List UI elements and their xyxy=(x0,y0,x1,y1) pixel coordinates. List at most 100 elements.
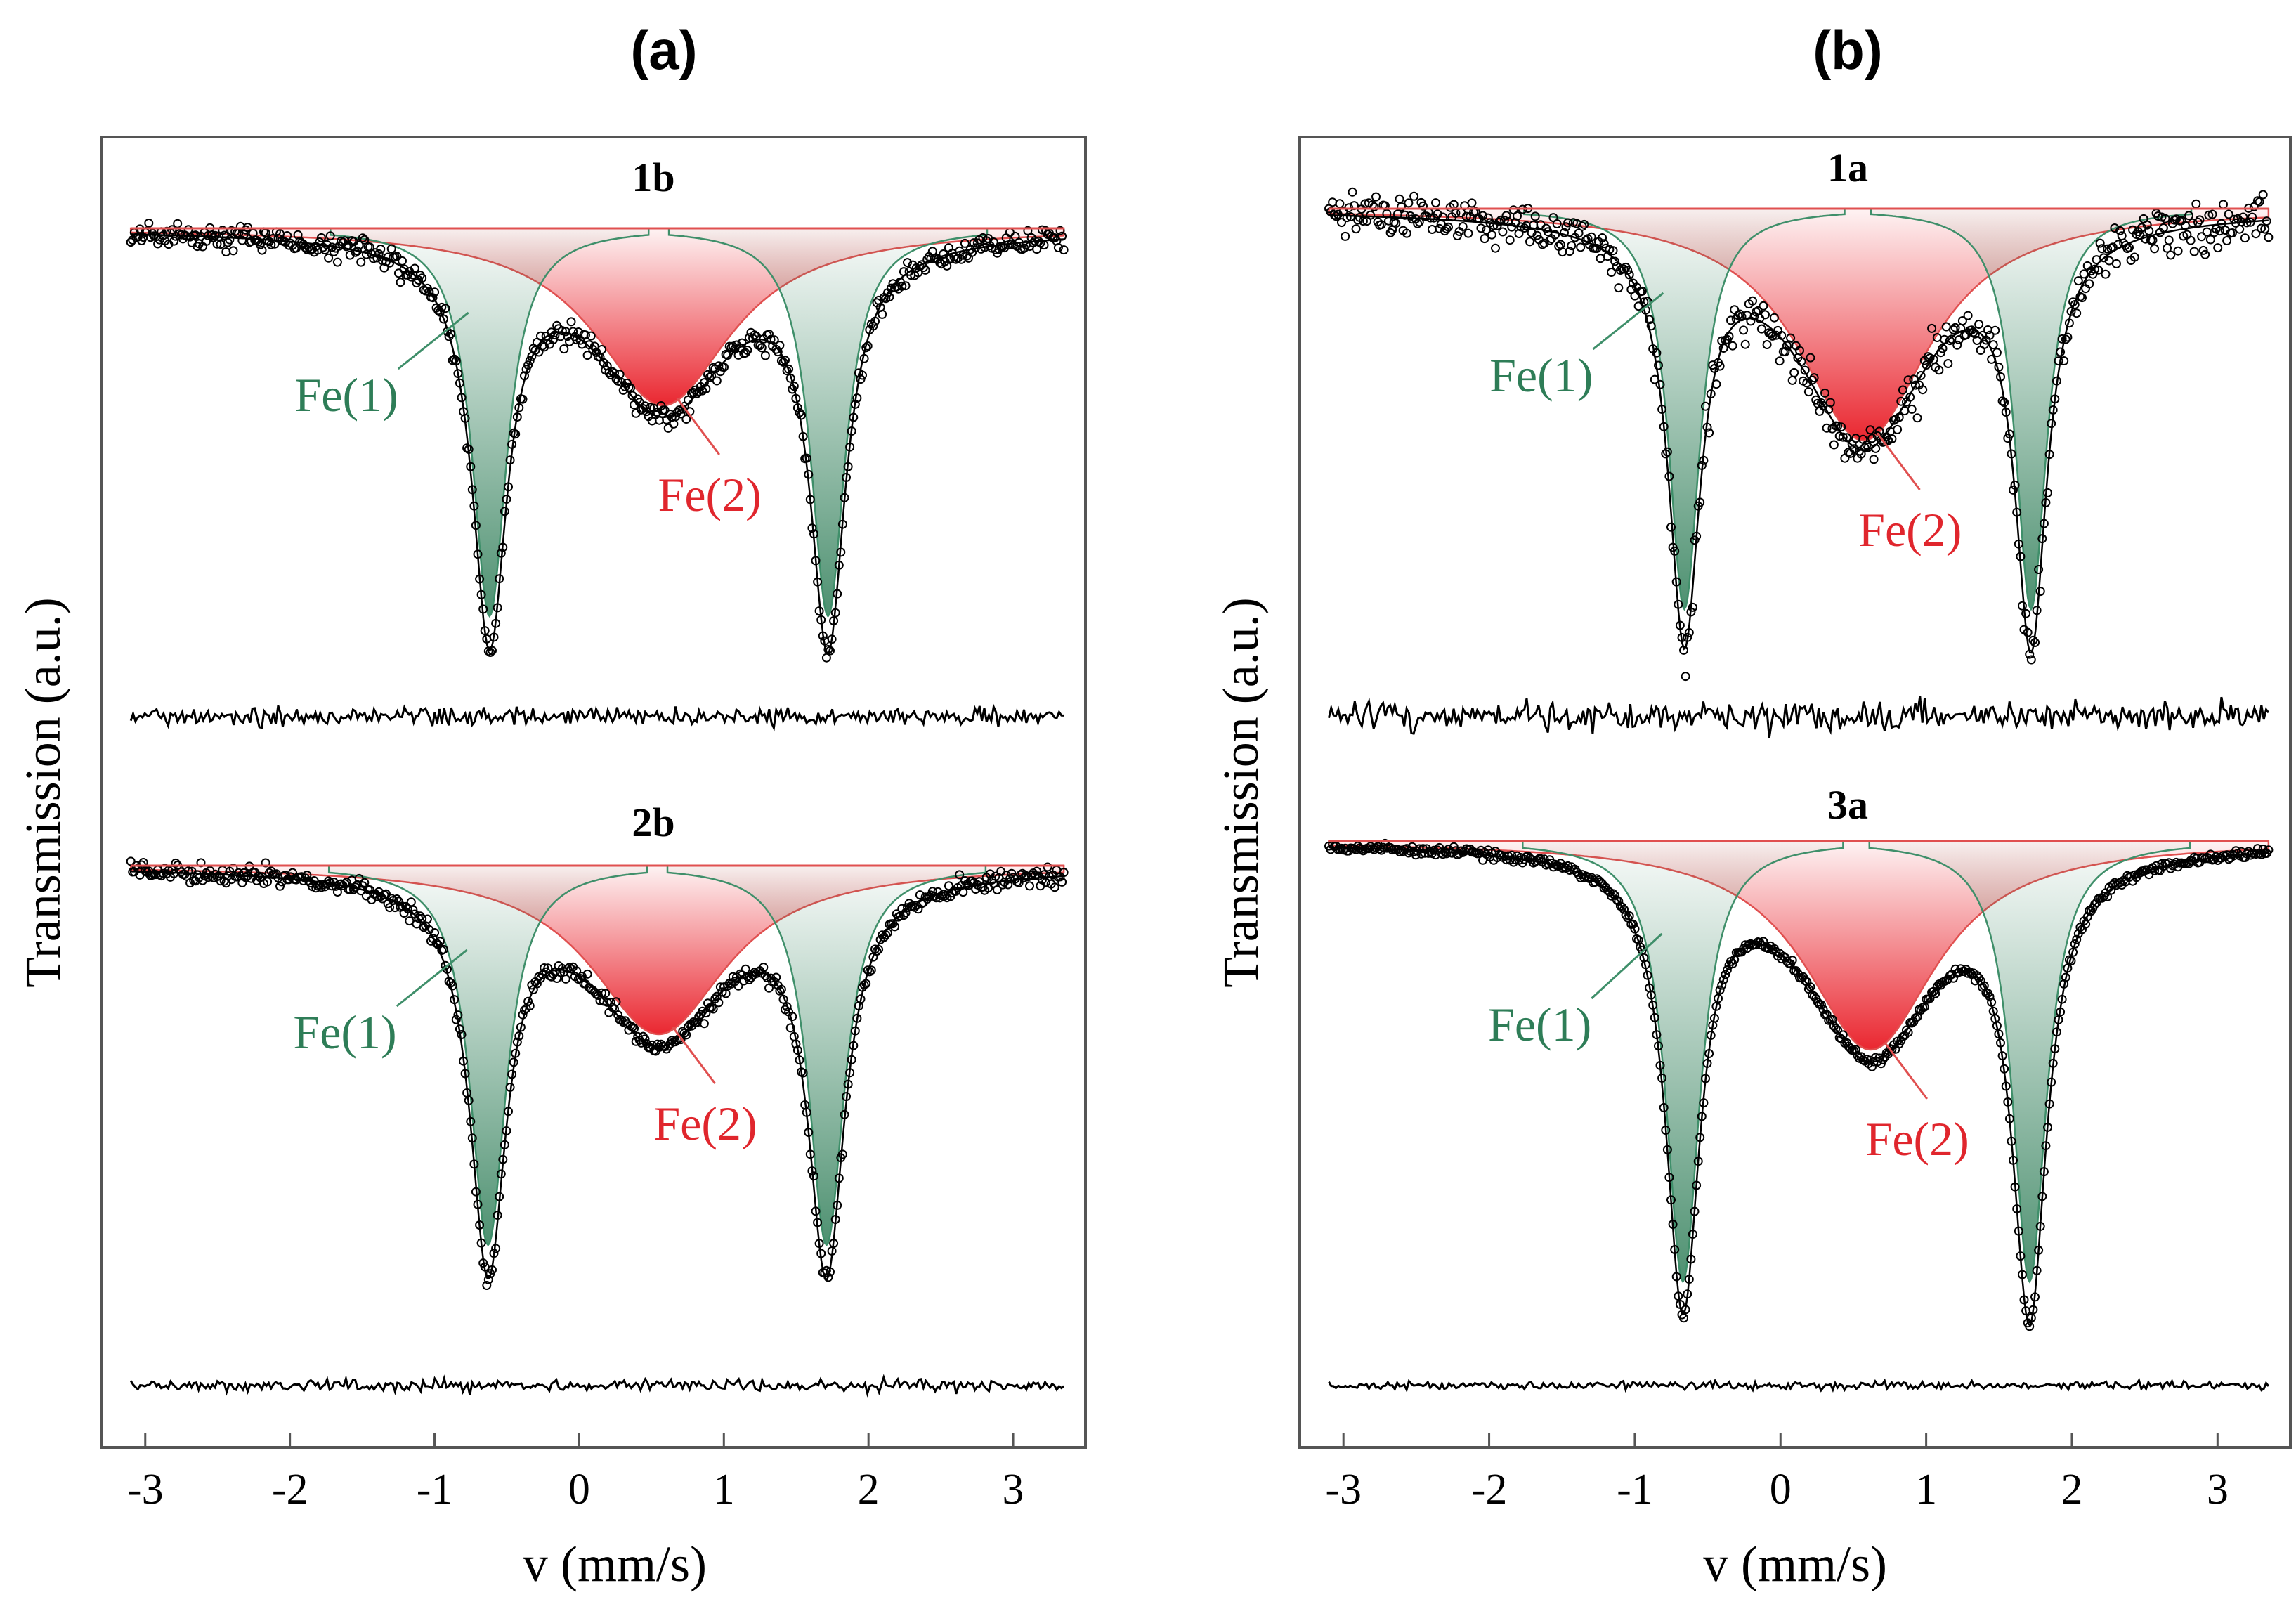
data-point xyxy=(225,235,235,245)
data-point xyxy=(1952,340,1962,350)
data-point xyxy=(438,314,448,324)
data-point xyxy=(1893,424,1903,434)
data-point xyxy=(1789,367,1799,377)
data-point xyxy=(733,981,743,991)
data-point xyxy=(1402,228,1411,238)
panel-b-ylabel: Transmission (a.u.) xyxy=(1213,597,1269,987)
data-point xyxy=(1426,213,1435,223)
data-point xyxy=(2101,269,2111,279)
data-point xyxy=(866,965,876,975)
data-point xyxy=(549,335,558,344)
fe2-leader xyxy=(676,398,721,455)
data-point xyxy=(1806,353,1815,363)
data-point xyxy=(1023,226,1033,235)
data-point xyxy=(2021,608,2031,618)
data-point xyxy=(1032,866,1042,876)
data-point xyxy=(2097,244,2107,254)
data-point xyxy=(937,891,946,901)
data-point xyxy=(785,1023,795,1033)
data-point xyxy=(878,309,887,319)
data-point xyxy=(1865,425,1875,435)
x-tick-label: -3 xyxy=(1325,1466,1362,1513)
fe1-label: Fe(1) xyxy=(1489,348,1593,402)
data-point xyxy=(2110,223,2120,233)
data-point xyxy=(692,389,702,398)
data-point xyxy=(2103,244,2113,254)
data-point xyxy=(897,281,907,291)
data-point xyxy=(2063,332,2073,342)
data-point xyxy=(2222,236,2232,245)
data-point xyxy=(2251,229,2261,239)
data-point xyxy=(1803,387,1813,397)
data-point xyxy=(1480,234,1489,244)
data-point xyxy=(2260,224,2270,234)
data-point xyxy=(1822,423,1832,433)
panel-a-frame xyxy=(100,136,1087,1449)
data-point xyxy=(1563,218,1573,228)
data-point xyxy=(1418,844,1428,854)
data-point xyxy=(1726,315,1735,325)
data-point xyxy=(858,370,867,380)
data-point xyxy=(398,256,407,266)
fe2-leader xyxy=(1884,1042,1929,1100)
data-point xyxy=(821,653,831,663)
fe2-label: Fe(2) xyxy=(1858,503,1962,556)
data-point xyxy=(412,919,422,929)
data-point xyxy=(566,317,576,327)
data-point xyxy=(935,258,945,268)
data-point xyxy=(183,866,193,876)
data-point xyxy=(1652,348,1662,358)
residual xyxy=(1328,696,2270,738)
data-point xyxy=(2235,224,2245,234)
data-points xyxy=(1324,838,2274,1331)
data-point xyxy=(1050,882,1059,892)
data-point xyxy=(2160,214,2170,223)
data-point xyxy=(672,1036,682,1045)
data-point xyxy=(2025,1322,2035,1331)
data-point xyxy=(611,997,621,1007)
data-point xyxy=(557,326,567,336)
fe2-subspectrum xyxy=(129,864,1065,1036)
panel-b-x-axis: -3 -2 -1 0 1 2 3 xyxy=(1325,1433,2229,1513)
data-point xyxy=(2117,231,2127,241)
spectrum-2b: Fe(1) Fe(2) xyxy=(126,856,1069,1398)
data-point xyxy=(1740,339,1750,349)
data-point xyxy=(126,237,136,247)
data-point xyxy=(2057,334,2067,344)
data-point xyxy=(708,363,718,372)
data-point xyxy=(448,981,457,991)
data-point xyxy=(797,410,807,420)
data-point xyxy=(610,368,619,378)
data-point xyxy=(1579,219,1589,229)
data-point xyxy=(2207,209,2217,219)
data-point xyxy=(1351,224,1361,234)
data-point xyxy=(1688,602,1697,612)
data-point xyxy=(1829,440,1839,450)
data-point xyxy=(345,250,355,260)
data-point xyxy=(2043,488,2052,497)
data-point xyxy=(1771,330,1781,340)
spectrum-1a: Fe(1) Fe(2) xyxy=(1324,187,2274,738)
data-point xyxy=(1055,226,1065,235)
data-point xyxy=(228,246,238,256)
fe1-leader xyxy=(397,311,469,370)
data-point xyxy=(1400,210,1410,220)
data-point xyxy=(2034,565,2044,574)
data-point xyxy=(1491,243,1500,253)
spectrum-title-1b: 1b xyxy=(632,155,674,200)
data-point xyxy=(1887,434,1897,443)
data-point xyxy=(2200,249,2210,259)
data-point xyxy=(903,258,912,268)
data-point xyxy=(216,876,226,886)
data-point xyxy=(190,230,200,240)
data-point xyxy=(1525,237,1534,247)
data-point xyxy=(360,235,370,245)
data-point xyxy=(646,403,655,412)
data-point xyxy=(173,219,183,228)
data-point xyxy=(759,963,769,972)
data-point xyxy=(1898,385,1907,395)
data-point xyxy=(1990,325,2000,335)
data-point xyxy=(1761,310,1770,320)
data-point xyxy=(1639,297,1649,307)
